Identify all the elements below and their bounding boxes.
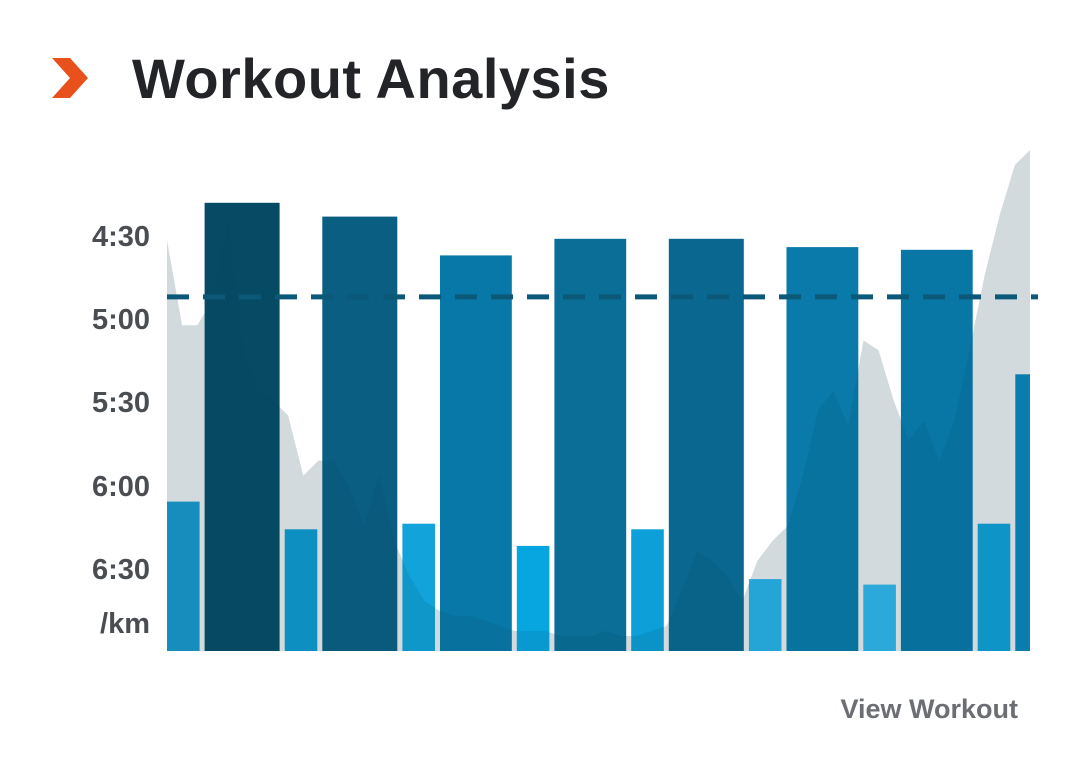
pace-bars bbox=[167, 202, 1030, 652]
view-workout-link[interactable]: View Workout bbox=[840, 694, 1018, 724]
work-interval-bar[interactable] bbox=[1015, 374, 1030, 651]
y-tick-label: 6:30 bbox=[92, 554, 150, 586]
y-tick-label: 4:30 bbox=[92, 221, 150, 253]
header: Workout Analysis bbox=[50, 38, 610, 118]
recovery-interval-bar[interactable] bbox=[516, 545, 550, 651]
recovery-interval-bar[interactable] bbox=[167, 501, 200, 651]
recovery-interval-bar[interactable] bbox=[284, 529, 318, 651]
recovery-interval-bar[interactable] bbox=[631, 529, 664, 651]
work-interval-bar[interactable] bbox=[440, 255, 512, 651]
y-axis: 4:30 5:00 5:30 6:00 6:30 /km bbox=[92, 221, 150, 640]
work-interval-bar[interactable] bbox=[900, 249, 973, 652]
chevron-right-icon bbox=[50, 56, 90, 100]
recovery-interval-bar[interactable] bbox=[402, 523, 435, 651]
recovery-interval-bar[interactable] bbox=[748, 579, 782, 651]
y-unit-label: /km bbox=[100, 608, 150, 640]
page-title: Workout Analysis bbox=[132, 46, 610, 110]
recovery-interval-bar[interactable] bbox=[863, 584, 896, 651]
y-tick-label: 5:30 bbox=[92, 387, 150, 419]
elevation-overlay-area bbox=[167, 150, 1030, 651]
recovery-interval-bar[interactable] bbox=[977, 523, 1011, 651]
work-interval-bar[interactable] bbox=[204, 202, 280, 652]
elevation-overlay bbox=[167, 150, 1030, 651]
y-tick-label: 6:00 bbox=[92, 471, 150, 503]
work-interval-bar[interactable] bbox=[786, 247, 859, 651]
work-interval-bar[interactable] bbox=[322, 216, 398, 651]
work-interval-bar[interactable] bbox=[554, 238, 627, 652]
work-interval-bar[interactable] bbox=[668, 238, 744, 652]
y-tick-label: 5:00 bbox=[92, 304, 150, 336]
